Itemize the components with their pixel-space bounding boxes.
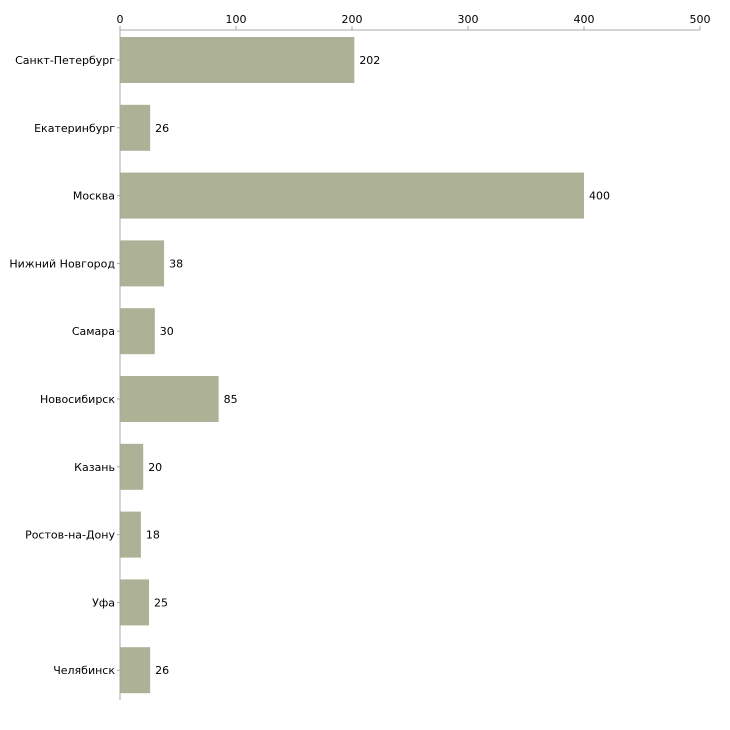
x-tick-label: 100 [226, 13, 247, 26]
bar [120, 647, 151, 694]
value-label: 85 [224, 393, 238, 406]
x-tick-label: 500 [690, 13, 711, 26]
value-label: 25 [154, 596, 168, 609]
category-label: Уфа [92, 596, 115, 609]
value-label: 202 [359, 54, 380, 67]
value-label: 20 [148, 461, 162, 474]
value-label: 38 [169, 257, 183, 270]
value-label: 30 [160, 325, 174, 338]
category-label: Новосибирск [40, 393, 115, 406]
category-label: Москва [73, 190, 115, 203]
category-label: Санкт-Петербург [15, 54, 115, 67]
x-tick-label: 0 [117, 13, 124, 26]
category-label: Нижний Новгород [9, 257, 115, 270]
value-label: 26 [155, 122, 169, 135]
category-label: Самара [72, 325, 115, 338]
bar [120, 579, 149, 626]
bar [120, 172, 584, 219]
bar [120, 104, 151, 151]
category-label: Ростов-на-Дону [25, 529, 115, 542]
bar [120, 308, 155, 355]
x-tick-label: 300 [458, 13, 479, 26]
x-tick-label: 400 [574, 13, 595, 26]
bar [120, 37, 355, 83]
x-axis: 0 100 200 300 400 500 [117, 13, 711, 700]
value-label: 400 [589, 190, 610, 203]
bar [120, 511, 141, 558]
category-label: Челябинск [53, 664, 115, 677]
bar [120, 240, 165, 287]
value-labels: 202 26 400 38 30 85 20 18 25 26 [146, 54, 610, 677]
category-label: Екатеринбург [34, 122, 115, 135]
category-label: Казань [74, 461, 115, 474]
x-tick-label: 200 [342, 13, 363, 26]
category-labels: Санкт-Петербург Екатеринбург Москва Нижний … [9, 54, 115, 677]
value-label: 18 [146, 529, 160, 542]
bars [120, 37, 584, 694]
bar [120, 443, 144, 490]
bar [120, 376, 219, 422]
value-label: 26 [155, 664, 169, 677]
